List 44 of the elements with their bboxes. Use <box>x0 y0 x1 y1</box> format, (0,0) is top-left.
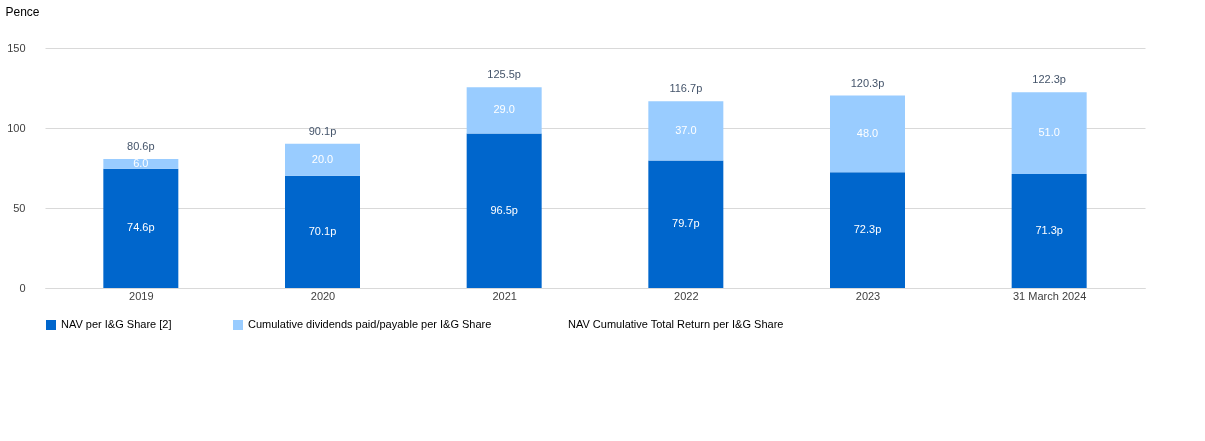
bar <box>1011 92 1087 174</box>
total-label: 120.3p <box>850 76 885 89</box>
bar <box>830 172 905 288</box>
data-label: 74.6p <box>127 221 155 234</box>
data-label: 70.1p <box>308 224 337 237</box>
data-label: 79.7p <box>672 217 700 230</box>
legend-label: Cumulative dividends paid/payable per I&G Share <box>248 318 492 330</box>
bar <box>103 168 179 288</box>
bar <box>466 87 542 134</box>
x-tick-label: 2019 <box>129 289 154 302</box>
x-tick-label: 2021 <box>492 289 517 302</box>
total-label: 122.3p <box>1032 73 1066 86</box>
bar <box>285 143 360 176</box>
x-tick-label: 2020 <box>310 289 336 302</box>
total-label: 116.7p <box>669 82 703 95</box>
y-tick-label: 100 <box>7 121 26 134</box>
bar <box>103 159 179 169</box>
y-axis-title: Pence <box>5 4 40 19</box>
bar <box>648 160 724 288</box>
x-tick-label: 2023 <box>855 289 881 302</box>
data-label: 72.3p <box>853 223 882 236</box>
y-tick-label: 50 <box>13 201 26 214</box>
text: NAV Cumulative Total Return per I&G Share <box>568 318 784 330</box>
data-label: 51.0 <box>1038 126 1060 139</box>
total-label: 80.6p <box>127 140 155 153</box>
x-tick-label: 2022 <box>674 289 699 302</box>
data-label: 48.0 <box>856 126 879 139</box>
y-tick-label: 150 <box>7 41 26 54</box>
x-tick-label: 31 March 2024 <box>1012 289 1087 302</box>
bar <box>648 101 724 161</box>
total-label: 90.1p <box>308 124 337 137</box>
legend-label: NAV per I&G Share [2] <box>61 318 172 330</box>
data-label: 6.0 <box>133 156 149 169</box>
bar <box>1011 173 1087 288</box>
total-label: 125.5p <box>487 68 521 81</box>
data-label: 96.5p <box>490 203 518 216</box>
bar <box>466 133 542 288</box>
data-label: 37.0 <box>675 123 697 136</box>
data-label: 20.0 <box>311 152 334 165</box>
data-label: 29.0 <box>493 103 515 116</box>
bar <box>285 175 360 288</box>
data-label: 71.3p <box>1035 223 1063 236</box>
y-tick-label: 0 <box>19 281 26 294</box>
bar <box>830 95 905 173</box>
